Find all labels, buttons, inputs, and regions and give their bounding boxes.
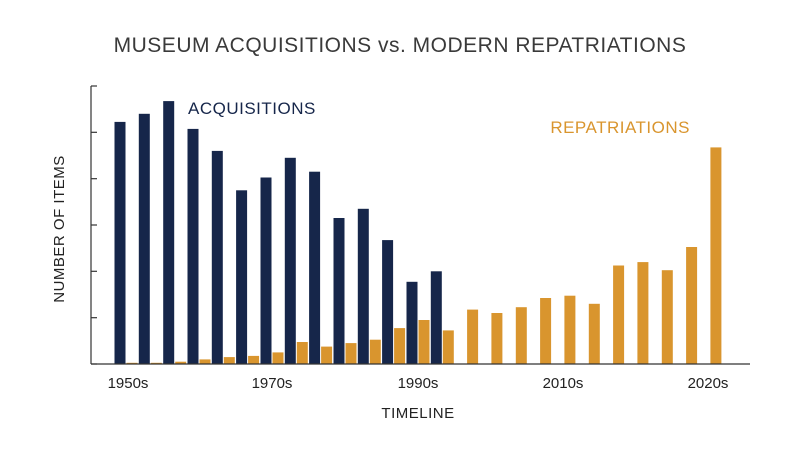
x-tick-label: 1950s <box>108 375 149 392</box>
repatriations-bar <box>710 147 722 364</box>
repatriations-bar <box>588 303 600 364</box>
acquisitions-bar <box>114 121 126 365</box>
x-tick-label: 1990s <box>398 375 439 392</box>
repatriations-bar <box>369 339 381 364</box>
repatriations-series-label: REPATRIATIONS <box>550 118 690 137</box>
repatriations-bar <box>613 265 625 364</box>
repatriations-bar <box>467 309 479 364</box>
repatriations-bar <box>442 330 454 364</box>
repatriations-bar <box>540 298 552 364</box>
ticks-layer: 1950s 1970s 1990s 2010s 2020s <box>91 85 729 392</box>
acquisitions-bar <box>187 128 199 364</box>
repatriations-bar <box>321 346 333 364</box>
repatriations-bar <box>637 262 649 364</box>
acquisitions-bar <box>284 157 296 364</box>
repatriations-bar <box>661 270 673 364</box>
repatriations-bar <box>345 343 357 364</box>
repatriations-bar <box>491 313 503 364</box>
repatriations-bar <box>418 320 430 364</box>
chart-title: MUSEUM ACQUISITIONS vs. MODERN REPATRIAT… <box>114 34 687 57</box>
repatriations-bar <box>515 307 527 364</box>
acquisitions-bar <box>382 240 394 364</box>
y-axis-label: NUMBER OF ITEMS <box>51 155 68 303</box>
x-axis-label: TIMELINE <box>381 405 454 422</box>
x-tick-label: 1970s <box>252 375 293 392</box>
acquisitions-bar <box>260 177 272 364</box>
repatriations-bar <box>564 295 576 364</box>
acquisitions-series-label: ACQUISITIONS <box>188 99 316 118</box>
acquisitions-bar <box>309 171 321 364</box>
acquisitions-bar <box>333 218 345 364</box>
acquisitions-bar <box>163 101 175 364</box>
acquisitions-bar <box>236 190 248 365</box>
bars-layer <box>114 101 722 365</box>
repatriations-bar <box>248 355 260 364</box>
acquisitions-bar <box>138 113 150 364</box>
x-tick-label: 2010s <box>543 375 584 392</box>
acquisitions-bar <box>430 271 442 364</box>
repatriations-bar <box>272 352 284 364</box>
labels-layer: ACQUISITIONS REPATRIATIONS <box>188 99 690 137</box>
x-tick-label: 2020s <box>688 375 729 392</box>
repatriations-bar <box>223 357 235 364</box>
acquisitions-bar <box>406 281 418 364</box>
repatriations-bar <box>686 247 698 364</box>
repatriations-bar <box>394 328 406 364</box>
repatriations-bar <box>175 361 187 364</box>
acquisitions-bar <box>211 150 223 364</box>
repatriations-bar <box>199 359 211 364</box>
acquisitions-bar <box>357 208 369 364</box>
repatriations-bar <box>296 342 308 364</box>
